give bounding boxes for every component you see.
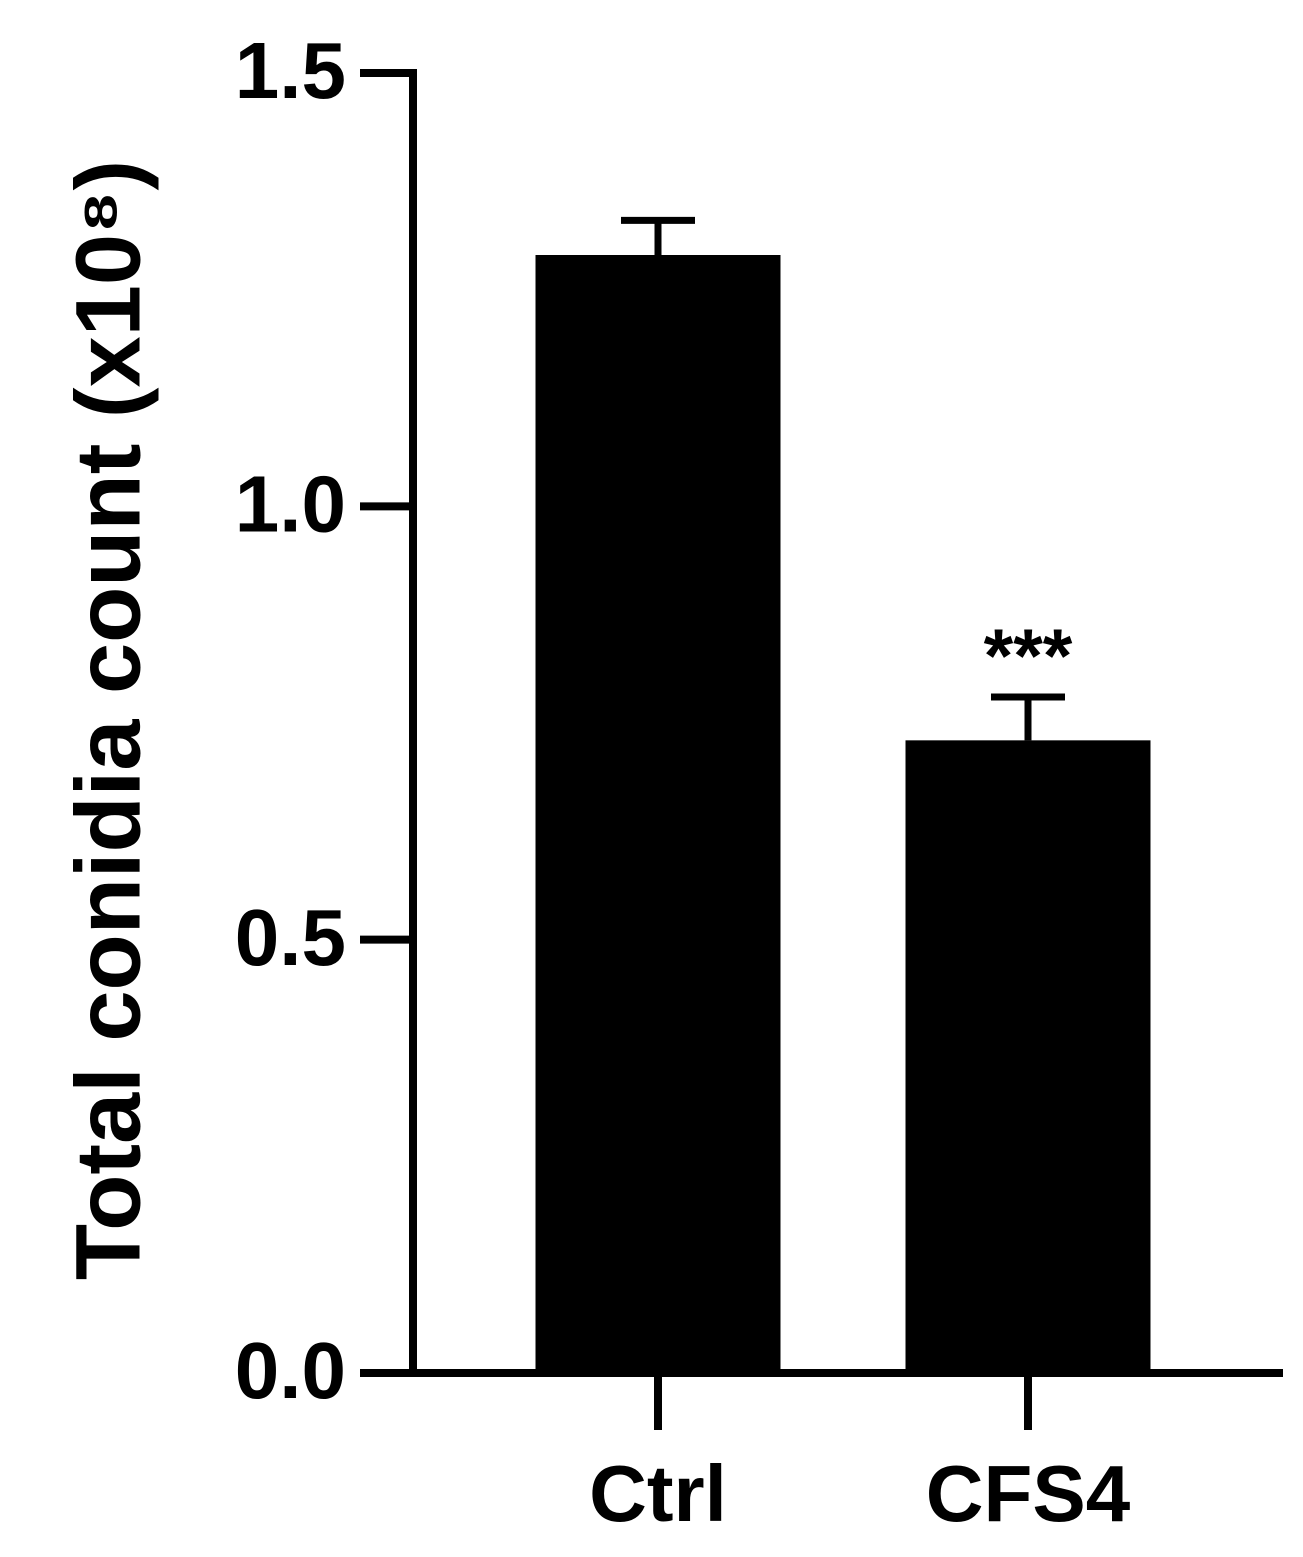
bar <box>905 740 1151 1373</box>
bar <box>535 255 781 1373</box>
error-bar <box>621 216 695 255</box>
y-axis-label: Total conidia count (x10⁸) <box>57 160 159 1280</box>
error-bar <box>991 693 1065 741</box>
y-tick-label: 0.5 <box>235 893 346 982</box>
y-tick-label: 0.0 <box>235 1326 346 1415</box>
x-tick-label: CFS4 <box>926 1449 1131 1538</box>
y-tick-label: 1.0 <box>235 459 346 548</box>
significance-label: *** <box>984 614 1073 699</box>
x-tick-label: Ctrl <box>589 1449 727 1538</box>
y-tick-label: 1.5 <box>235 26 346 115</box>
